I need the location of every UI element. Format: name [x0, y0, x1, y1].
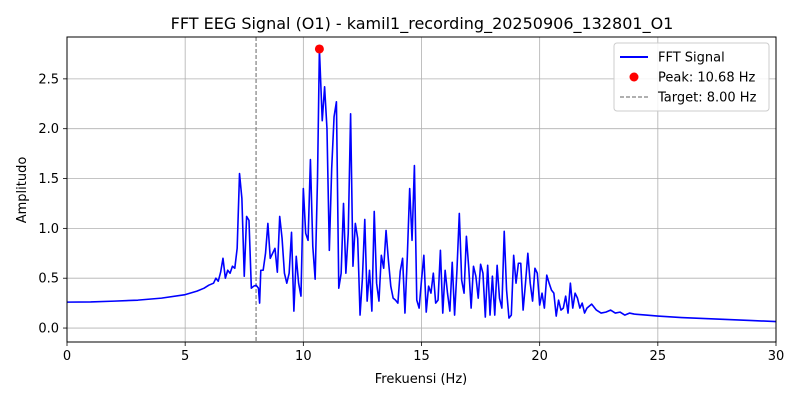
x-tick-label: 30 — [768, 349, 785, 364]
y-tick-label: 2.5 — [38, 72, 59, 87]
y-tick-label: 0.0 — [38, 322, 59, 337]
plot-area — [67, 37, 776, 342]
x-axis-label: Frekuensi (Hz) — [375, 372, 467, 387]
y-tick-label: 1.5 — [38, 172, 59, 187]
y-axis-label: Amplitudo — [15, 157, 30, 224]
y-tick-label: 0.5 — [38, 272, 59, 287]
legend-item-2-label: Peak: 10.68 Hz — [658, 71, 756, 86]
legend-item-1-label: FFT Signal — [658, 51, 725, 66]
peak-marker — [314, 44, 324, 54]
x-tick-label: 15 — [413, 349, 430, 364]
legend: FFT Signal Peak: 10.68 Hz Target: 8.00 Hz — [613, 42, 770, 112]
axes: 0 5 10 15 20 25 30 0.0 0.5 1.0 1.5 2.0 2.5 — [38, 36, 785, 364]
fft-signal-line — [67, 48, 776, 323]
legend-item-2-swatch — [629, 72, 639, 82]
chart-title: FFT EEG Signal (O1) - kamil1_recording_2… — [171, 14, 674, 34]
legend-item-3-label: Target: 8.00 Hz — [657, 91, 757, 106]
y-tick-label: 2.0 — [38, 122, 59, 137]
x-tick-label: 10 — [295, 349, 312, 364]
x-tick-label: 20 — [531, 349, 548, 364]
legend-box — [613, 42, 770, 112]
x-tick-label: 0 — [63, 349, 71, 364]
y-tick-label: 1.0 — [38, 222, 59, 237]
x-tick-label: 5 — [181, 349, 189, 364]
x-tick-label: 25 — [650, 349, 667, 364]
